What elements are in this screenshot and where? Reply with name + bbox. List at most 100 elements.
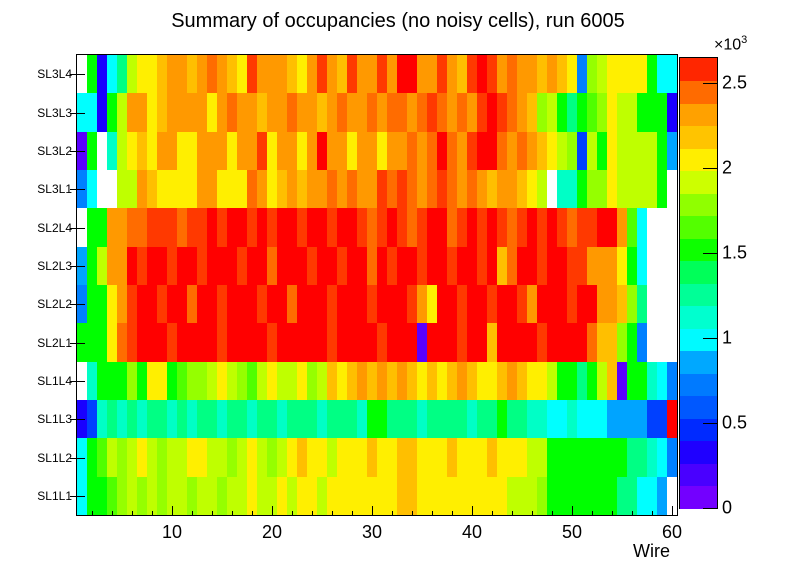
heatmap-cell	[427, 399, 437, 439]
heatmap-cell	[147, 399, 157, 439]
heatmap-cell	[377, 476, 387, 515]
heatmap-cell	[307, 476, 317, 515]
heatmap-cell	[337, 131, 347, 170]
heatmap-cell	[107, 131, 117, 170]
heatmap-cell	[227, 476, 237, 515]
heatmap-cell	[507, 361, 517, 400]
heatmap-cell	[527, 131, 537, 170]
x-major-tick	[472, 506, 473, 515]
heatmap-cell	[497, 55, 507, 94]
heatmap-cell	[327, 438, 337, 477]
heatmap-cell	[417, 93, 427, 132]
heatmap-cell	[587, 246, 597, 285]
heatmap-cell	[507, 476, 517, 515]
heatmap-cell	[347, 246, 357, 285]
heatmap-cell	[567, 323, 577, 362]
x-minor-tick	[192, 511, 193, 515]
x-axis-title: Wire	[633, 541, 670, 561]
heatmap-cell	[247, 246, 257, 285]
heatmap-cell	[447, 323, 457, 362]
heatmap-cell	[297, 246, 307, 285]
heatmap-cell	[107, 246, 117, 285]
colorbar-band	[680, 350, 717, 374]
x-tick-label-60: 60	[661, 522, 683, 542]
heatmap-cell	[127, 438, 137, 477]
heatmap-cell	[467, 476, 477, 515]
heatmap-cell	[287, 131, 297, 170]
heatmap-cell	[397, 93, 407, 132]
heatmap-cell	[407, 93, 417, 132]
colorbar-band	[680, 305, 717, 329]
heatmap-cell	[537, 438, 547, 477]
heatmap-cell	[287, 93, 297, 132]
heatmap-cell	[487, 131, 497, 170]
heatmap-cell	[547, 246, 557, 285]
heatmap-cell	[467, 131, 477, 170]
heatmap-cell	[567, 399, 577, 439]
heatmap-cell	[207, 399, 217, 439]
heatmap-cell	[507, 284, 517, 324]
heatmap-cell	[467, 284, 477, 324]
heatmap-cell	[627, 55, 637, 94]
heatmap-cell	[627, 323, 637, 362]
heatmap-cell	[537, 208, 547, 247]
x-minor-tick	[552, 511, 553, 515]
heatmap-cell	[337, 438, 347, 477]
heatmap-cell	[627, 93, 637, 132]
heatmap-cell	[537, 169, 547, 209]
heatmap-cell	[387, 246, 397, 285]
heatmap-cell	[177, 246, 187, 285]
heatmap-cell	[237, 131, 247, 170]
heatmap-cell	[597, 399, 607, 439]
heatmap-cell	[527, 55, 537, 94]
heatmap-cell	[157, 323, 167, 362]
heatmap-cell	[117, 169, 127, 209]
heatmap-cell	[197, 476, 207, 515]
heatmap-cell	[617, 131, 627, 170]
heatmap-cell	[517, 476, 527, 515]
x-major-tick	[172, 506, 173, 515]
heatmap-cell	[587, 438, 597, 477]
heatmap-cell	[117, 399, 127, 439]
heatmap-cell	[237, 208, 247, 247]
heatmap-cell	[257, 169, 267, 209]
heatmap-cell	[207, 208, 217, 247]
heatmap-cell	[367, 131, 377, 170]
heatmap-cell	[557, 93, 567, 132]
heatmap-cell	[467, 246, 477, 285]
heatmap-cell	[207, 131, 217, 170]
heatmap-cell	[187, 55, 197, 94]
heatmap-cell	[87, 93, 97, 132]
heatmap-cell	[237, 93, 247, 132]
heatmap-cell	[87, 169, 97, 209]
heatmap-cell	[387, 361, 397, 400]
heatmap-cell	[407, 476, 417, 515]
heatmap-cell	[137, 361, 147, 400]
heatmap-cell	[487, 323, 497, 362]
heatmap-cell	[517, 169, 527, 209]
heatmap-cell	[137, 169, 147, 209]
heatmap-cell	[317, 476, 327, 515]
heatmap-cell	[477, 246, 487, 285]
heatmap-cell	[627, 361, 637, 400]
heatmap-cell	[227, 246, 237, 285]
heatmap-cell	[107, 438, 117, 477]
heatmap-cell	[647, 208, 657, 246]
heatmap-cell	[367, 55, 377, 94]
heatmap-row-sl2l4	[77, 208, 677, 247]
heatmap-cell	[447, 169, 457, 209]
heatmap-cell	[657, 361, 667, 400]
heatmap-cell	[467, 208, 477, 247]
colorbar-band	[680, 463, 717, 486]
heatmap-cell	[397, 323, 407, 362]
heatmap-cell	[407, 438, 417, 477]
heatmap-cell	[627, 208, 637, 247]
heatmap-cell	[137, 208, 147, 247]
heatmap-cell	[387, 93, 397, 132]
heatmap-cell	[487, 284, 497, 324]
heatmap-cell	[387, 284, 397, 324]
heatmap-cell	[377, 323, 387, 362]
y-axis-label-sl2l4: SL2L4	[37, 220, 72, 235]
heatmap-cell	[397, 438, 407, 477]
heatmap-cell	[437, 438, 447, 477]
